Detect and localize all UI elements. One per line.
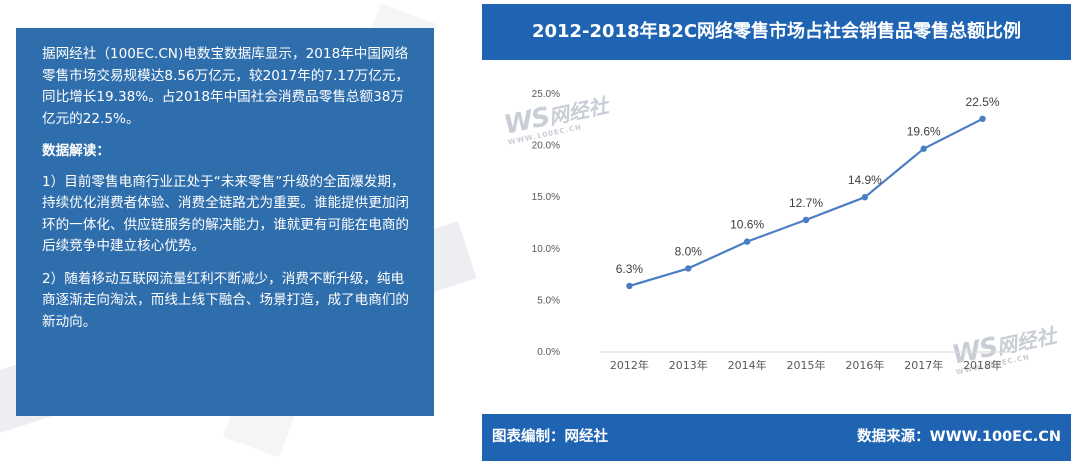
analysis-heading: 数据解读：: [42, 143, 110, 159]
data-point: [802, 216, 810, 224]
data-label: 6.3%: [616, 262, 644, 276]
data-label: 14.9%: [848, 173, 882, 187]
footer-source: 数据来源：WWW.100EC.CN: [857, 429, 1061, 445]
data-label: 10.6%: [730, 218, 764, 232]
data-point: [861, 194, 869, 201]
y-tick-label: 5.0%: [537, 295, 560, 306]
analysis-point-2: 2）随着移动互联网流量红利不断减少，消费不断升级，纯电商逐渐走向淘汰，而线上线下…: [42, 270, 410, 330]
x-tick-label: 2012年: [610, 358, 649, 372]
y-tick-label: 20.0%: [532, 141, 560, 152]
footer-compiler: 图表编制：网经社: [492, 429, 608, 445]
data-label: 12.7%: [789, 196, 823, 210]
y-tick-label: 25.0%: [532, 89, 560, 100]
chart-footer: 图表编制：网经社 数据来源：WWW.100EC.CN: [482, 414, 1071, 461]
data-label: 8.0%: [675, 244, 703, 258]
x-tick-label: 2013年: [669, 358, 708, 372]
data-point: [626, 282, 633, 290]
line-chart: 0.0% 5.0% 10.0% 15.0% 20.0% 25.0% 2012年 2013年 20…: [532, 89, 1012, 372]
data-label: 19.6%: [907, 125, 941, 139]
intro-text: 据网经社（100EC.CN)电数宝数据库显示，2018年中国网络零售市场交易规模…: [42, 46, 410, 127]
chart-title: 2012-2018年B2C网络零售市场占社会销售品零售总额比例: [482, 4, 1071, 60]
x-tick-label: 2017年: [904, 358, 943, 372]
x-tick-label: 2016年: [845, 358, 884, 372]
data-point: [979, 115, 986, 123]
data-point: [920, 145, 927, 152]
data-point: [743, 238, 751, 245]
x-tick-label: 2015年: [787, 358, 826, 372]
analysis-point-1: 1）目前零售电商行业正处于“未来零售”升级的全面爆发期，持续优化消费者体验、消费…: [42, 173, 410, 255]
data-label: 22.5%: [966, 95, 1000, 109]
y-tick-label: 10.0%: [532, 244, 560, 255]
x-tick-label: 2014年: [728, 358, 767, 372]
info-panel: 据网经社（100EC.CN)电数宝数据库显示，2018年中国网络零售市场交易规模…: [16, 28, 434, 416]
x-tick-label: 2018年: [963, 358, 1002, 372]
y-tick-label: 0.0%: [537, 347, 560, 358]
data-point: [685, 265, 692, 272]
y-tick-label: 15.0%: [532, 192, 560, 203]
chart-card: 2012-2018年B2C网络零售市场占社会销售品零售总额比例 WS网经社 WW…: [482, 4, 1071, 461]
